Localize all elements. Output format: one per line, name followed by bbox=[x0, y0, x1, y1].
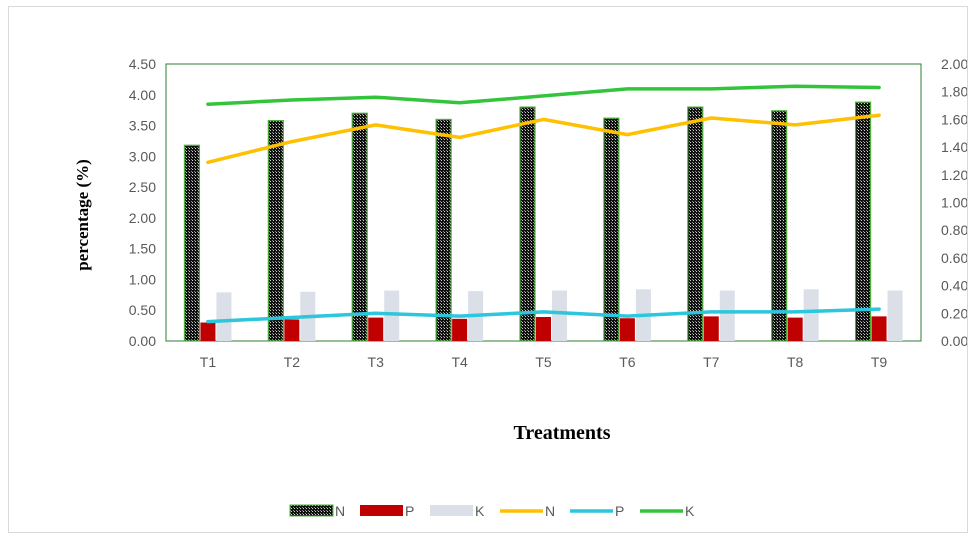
bar-n-t2 bbox=[267, 120, 284, 342]
legend-swatch-bar-n bbox=[289, 504, 334, 517]
x-tick-label: T8 bbox=[787, 354, 804, 370]
y-tick-label: 1.50 bbox=[129, 241, 156, 257]
y-axis-title: percentage (%) bbox=[73, 159, 92, 271]
line-p bbox=[206, 307, 881, 324]
y2-tick-label: 1.40 bbox=[941, 139, 967, 155]
bar-k-t5 bbox=[552, 290, 567, 341]
x-tick-label: T1 bbox=[200, 354, 217, 370]
y-tick-label: 3.00 bbox=[129, 148, 156, 164]
y2-tick-label: 1.80 bbox=[941, 84, 967, 100]
bar-k-t9 bbox=[887, 290, 903, 341]
y2-tick-label: 0.20 bbox=[941, 305, 967, 321]
bar-p-t5 bbox=[536, 316, 551, 341]
bar-k-t3 bbox=[384, 290, 400, 341]
bar-n-t1 bbox=[183, 144, 201, 342]
y-tick-label: 0.00 bbox=[129, 333, 156, 349]
y-tick-label: 1.00 bbox=[129, 271, 156, 287]
bar-p-t4 bbox=[452, 318, 468, 341]
line-k bbox=[206, 84, 881, 106]
x-tick-label: T3 bbox=[368, 354, 385, 370]
y2-tick-label: 0.00 bbox=[941, 333, 967, 349]
y-tick-label: 2.00 bbox=[129, 210, 156, 226]
y-tick-label: 3.50 bbox=[129, 118, 156, 134]
x-tick-label: T4 bbox=[451, 354, 468, 370]
x-tick-label: T5 bbox=[535, 354, 552, 370]
bar-k-t7 bbox=[719, 290, 735, 341]
legend-label-bar-k: K bbox=[475, 503, 485, 519]
y-tick-label: 4.50 bbox=[129, 56, 156, 72]
bar-p-t1 bbox=[200, 322, 216, 341]
legend-label-line-k: K bbox=[685, 503, 695, 519]
bar-p-t8 bbox=[787, 317, 803, 341]
bar-n-t5 bbox=[519, 106, 536, 342]
bar-k-t1 bbox=[216, 292, 232, 341]
y-tick-label: 4.00 bbox=[129, 87, 156, 103]
legend-swatch-bar-k bbox=[430, 505, 473, 516]
y2-tick-label: 0.60 bbox=[941, 250, 967, 266]
y2-tick-label: 1.60 bbox=[941, 111, 967, 127]
legend-label-bar-p: P bbox=[405, 503, 414, 519]
chart-frame: 0.00 0.50 1.00 1.50 2.00 2.50 3.00 3.50 4.00 4.50… bbox=[8, 6, 968, 533]
x-tick-label: T7 bbox=[703, 354, 720, 370]
bar-n-t6 bbox=[603, 117, 620, 342]
bar-p-t3 bbox=[368, 317, 384, 341]
bar-p-t7 bbox=[703, 316, 719, 341]
bar-n-t4 bbox=[435, 118, 452, 342]
y2-tick-label: 0.80 bbox=[941, 222, 967, 238]
x-tick-label: T9 bbox=[871, 354, 888, 370]
bar-p-t6 bbox=[619, 318, 635, 341]
bar-p-t2 bbox=[284, 319, 300, 341]
y2-tick-label: 1.20 bbox=[941, 167, 967, 183]
y-tick-label: 0.50 bbox=[129, 302, 156, 318]
x-tick-label: T6 bbox=[619, 354, 636, 370]
bar-k-t8 bbox=[803, 289, 819, 341]
y2-tick-label: 2.00 bbox=[941, 56, 967, 72]
combo-chart: 0.00 0.50 1.00 1.50 2.00 2.50 3.00 3.50 4.00 4.50… bbox=[73, 56, 967, 519]
legend-label-line-p: P bbox=[615, 503, 624, 519]
legend-swatch-bar-p bbox=[360, 505, 403, 516]
bar-p-t9 bbox=[871, 316, 887, 341]
y2-tick-label: 0.40 bbox=[941, 278, 967, 294]
y2-tick-label: 1.00 bbox=[941, 195, 967, 211]
bar-n-t7 bbox=[687, 106, 704, 342]
bar-n-t8 bbox=[771, 110, 788, 342]
legend-label-line-n: N bbox=[545, 503, 555, 519]
bar-n-t9 bbox=[854, 101, 872, 342]
x-axis-title: Treatments bbox=[513, 422, 610, 444]
x-tick-label: T2 bbox=[284, 354, 301, 370]
bar-n-t3 bbox=[351, 112, 368, 342]
line-n bbox=[206, 113, 881, 165]
y-tick-label: 2.50 bbox=[129, 179, 156, 195]
legend-label-bar-n: N bbox=[335, 503, 345, 519]
